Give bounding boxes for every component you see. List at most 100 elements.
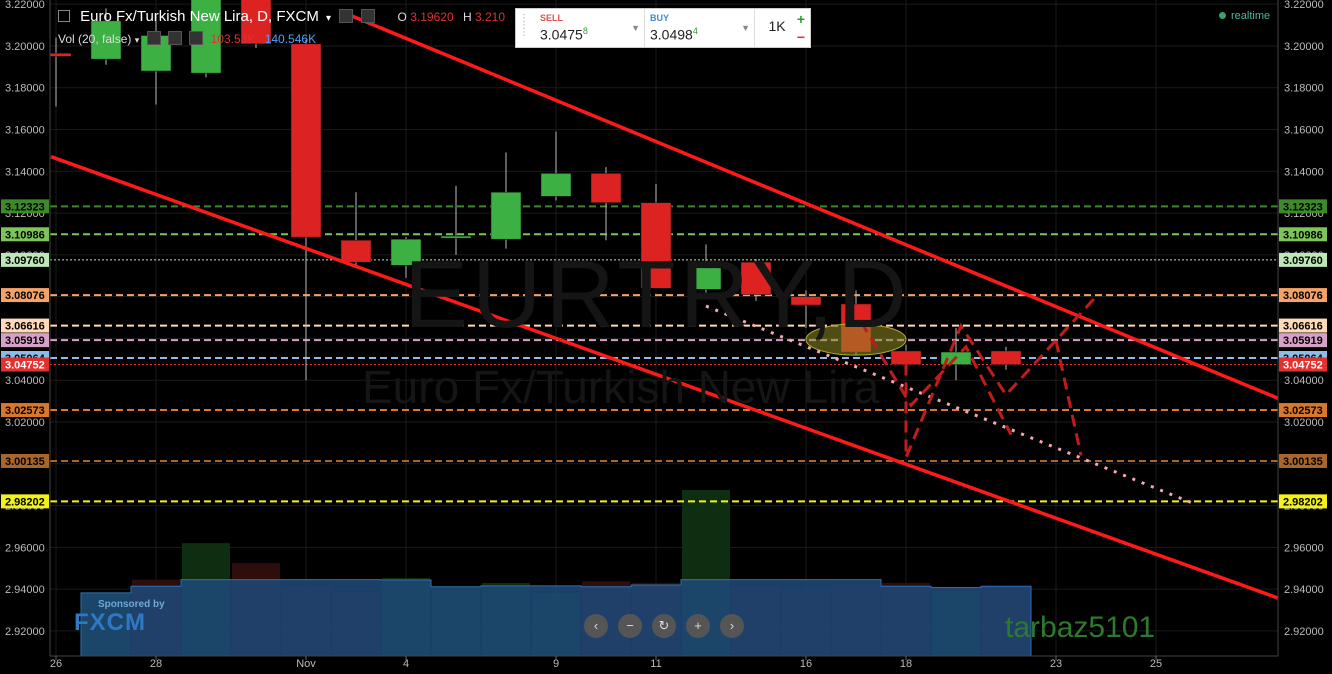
candle-body — [590, 173, 622, 203]
price-level-tag-left — [1, 318, 49, 333]
price-level-label-left: 3.00135 — [5, 456, 45, 468]
close-icon[interactable] — [189, 31, 204, 45]
channel-line — [50, 155, 1332, 620]
gear-icon[interactable] — [167, 31, 182, 45]
price-level-tag-left — [1, 333, 49, 348]
ohlc-readout: O 3.19620 H 3.210 — [398, 10, 505, 24]
price-level-tag-right — [1279, 252, 1327, 267]
time-tick-label: 25 — [1150, 658, 1162, 670]
quantity-field[interactable]: 1K — [768, 18, 786, 34]
symbol-header: Euro Fx/Turkish New Lira, D, FXCM ▾ O 3.… — [58, 8, 505, 25]
candle — [990, 346, 1022, 370]
candle — [440, 185, 472, 255]
price-tick-label-right: 2.92000 — [1284, 626, 1324, 638]
price-tick-label-right: 3.20000 — [1284, 41, 1324, 53]
candle — [140, 14, 172, 105]
candle-body — [640, 202, 672, 289]
time-tick-label: 26 — [50, 658, 62, 670]
candle-body — [890, 350, 922, 365]
price-tick-label-left: 2.92000 — [5, 626, 45, 638]
price-tick-label-left: 3.16000 — [5, 125, 45, 137]
candle-body — [240, 0, 272, 45]
time-tick-label: 18 — [900, 658, 912, 670]
candle-body — [490, 191, 522, 240]
price-level-tag-right — [1279, 453, 1327, 468]
candle-body — [540, 173, 572, 197]
watermark-name: Euro Fx/Turkish New Lira — [362, 361, 880, 413]
price-tick-label-right: 3.22000 — [1284, 0, 1324, 11]
zoom-in-button[interactable]: + — [686, 614, 710, 638]
price-tick-label-left: 3.22000 — [5, 0, 45, 11]
gear-icon[interactable] — [361, 9, 376, 23]
price-level-tag-right — [1279, 333, 1327, 348]
drag-handle-icon[interactable]: ⋮ ⋮ ⋮ — [519, 13, 529, 38]
candle-body — [290, 43, 322, 238]
time-tick-label: 28 — [150, 658, 162, 670]
price-tick-label-left: 2.96000 — [5, 542, 45, 554]
eye-icon[interactable] — [146, 31, 161, 45]
volume-dropdown-icon[interactable]: ▾ — [134, 35, 140, 45]
price-level-label-left: 3.06616 — [5, 321, 45, 333]
symbol-title[interactable]: Euro Fx/Turkish New Lira, D, FXCM — [80, 8, 319, 25]
price-tick-label-right: 3.16000 — [1284, 125, 1324, 137]
price-level-label-right: 3.00135 — [1283, 456, 1323, 468]
price-tick-label-right: 3.18000 — [1284, 83, 1324, 95]
candle-body — [340, 240, 372, 263]
volume-value-2: 140.546K — [264, 32, 317, 46]
projection-path — [904, 295, 1098, 459]
chart-navigation: ‹ − ↻ + › — [584, 614, 754, 638]
scroll-right-button[interactable]: › — [720, 614, 744, 638]
decrease-quantity-button[interactable]: − — [796, 29, 806, 45]
price-level-label-left: 3.05919 — [5, 335, 45, 347]
price-tick-label-left: 3.18000 — [5, 83, 45, 95]
price-level-label-right: 3.02573 — [1283, 405, 1323, 417]
time-tick-label: Nov — [296, 658, 316, 670]
price-tick-label-left: 3.20000 — [5, 41, 45, 53]
price-level-tag-right — [1279, 318, 1327, 333]
price-level-label-left: 3.10986 — [5, 229, 45, 241]
price-level-label-left: 3.08076 — [5, 290, 45, 302]
zoom-out-button[interactable]: − — [618, 614, 642, 638]
fxcm-logo[interactable]: FXCM — [74, 609, 146, 636]
candle — [540, 131, 572, 201]
reset-chart-button[interactable]: ↻ — [652, 614, 676, 638]
price-level-tag-right — [1279, 199, 1327, 214]
time-tick-label: 4 — [403, 658, 409, 670]
chevron-down-icon[interactable]: ▼ — [741, 23, 750, 33]
price-level-label-left: 3.12323 — [5, 201, 45, 213]
collapse-icon[interactable] — [58, 10, 70, 22]
increase-quantity-button[interactable]: + — [796, 11, 806, 27]
price-tick-label-left: 3.02000 — [5, 417, 45, 429]
candle-body — [790, 296, 822, 306]
candle — [290, 39, 322, 381]
price-level-tag-left — [1, 227, 49, 242]
volume-label[interactable]: Vol (20, false) — [58, 32, 132, 46]
settings-icon[interactable] — [339, 9, 354, 23]
candle — [640, 183, 672, 289]
price-level-label-right: 3.12323 — [1283, 201, 1323, 213]
trade-panel: ⋮ ⋮ ⋮ SELL 3.04758 ▼ BUY 3.04984 ▼ 1K + − — [515, 8, 811, 48]
price-level-tag-left — [1, 453, 49, 468]
watermark-symbol: EURTRY,D — [404, 241, 911, 348]
candle-body — [390, 238, 422, 266]
price-level-tag-right — [1279, 357, 1327, 372]
symbol-dropdown-icon[interactable]: ▾ — [326, 13, 332, 24]
sell-button[interactable]: SELL 3.04758 ▼ — [534, 9, 645, 47]
buy-button[interactable]: BUY 3.04984 ▼ — [644, 9, 755, 47]
highlight-ellipse — [805, 323, 907, 356]
chevron-down-icon[interactable]: ▼ — [631, 23, 640, 33]
time-tick-label: 11 — [650, 658, 661, 670]
candle — [590, 167, 622, 241]
price-level-tag-right — [1279, 403, 1327, 418]
realtime-status: realtime — [1219, 10, 1270, 22]
candle — [740, 259, 772, 301]
price-level-tag-right — [1279, 288, 1327, 303]
candle — [240, 0, 272, 49]
candle-body — [90, 20, 122, 60]
candle-body — [440, 235, 472, 239]
price-level-label-right: 3.06616 — [1283, 321, 1323, 333]
realtime-label: realtime — [1231, 10, 1271, 22]
scroll-left-button[interactable]: ‹ — [584, 614, 608, 638]
price-level-label-right: 3.05919 — [1283, 335, 1323, 347]
price-level-label-right: 3.10986 — [1283, 229, 1323, 241]
